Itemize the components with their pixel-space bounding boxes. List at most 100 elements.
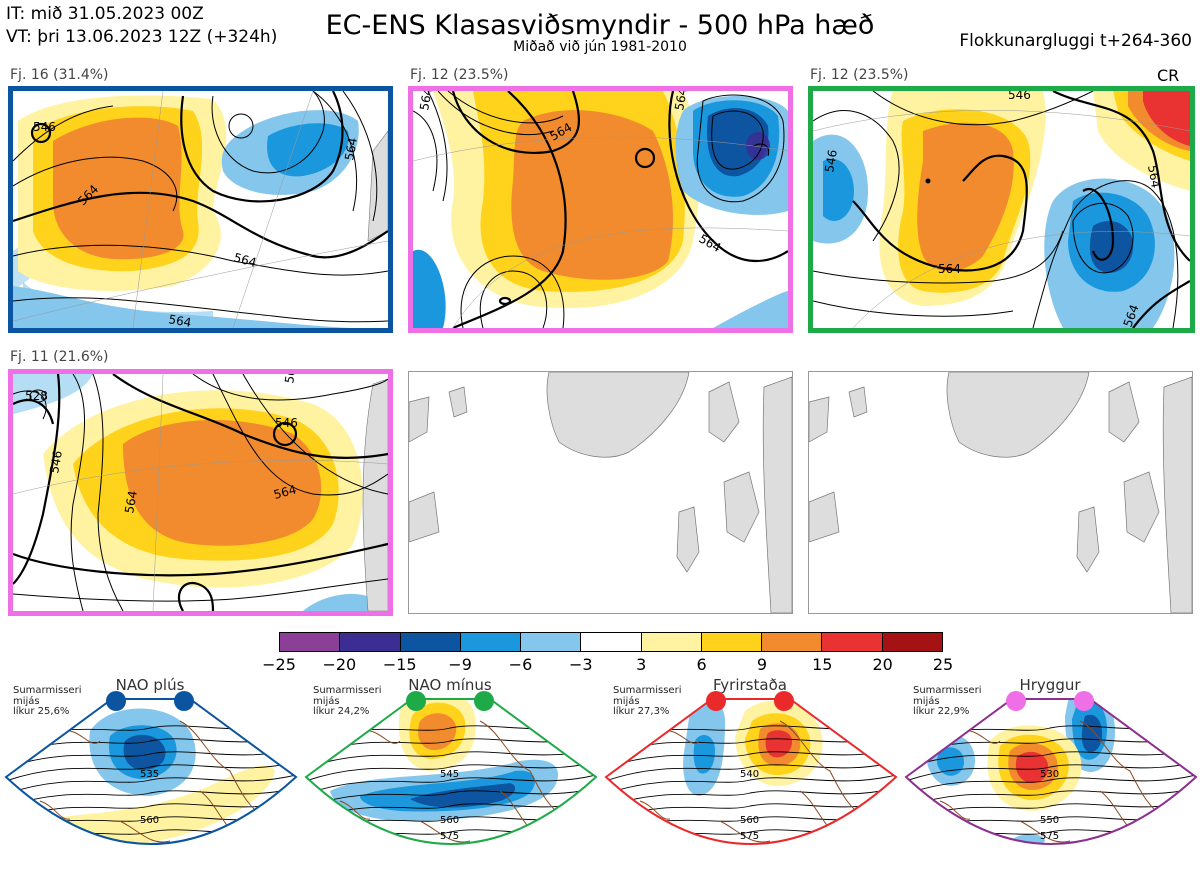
- regime-meta-line: líkur 24,2%: [313, 706, 370, 717]
- regime-map: 530 550 575: [904, 691, 1198, 845]
- p4-contour-label: 546: [275, 416, 298, 430]
- regime-meta-line: líkur 22,9%: [913, 706, 970, 717]
- regime-meta-line: líkur 25,6%: [13, 706, 70, 717]
- regime-meta-line: Sumarmisseri: [313, 685, 382, 696]
- colorbar-tick-label: −25: [262, 655, 296, 674]
- regime-meta-line: Sumarmisseri: [913, 685, 982, 696]
- regime-indicator-dot: [1006, 691, 1026, 711]
- panel-2-label: Fj. 12 (23.5%): [410, 67, 509, 83]
- height-contour: [6, 747, 296, 771]
- colorbar-swatch: [581, 633, 642, 651]
- panel-3-tag: CR: [1157, 66, 1180, 85]
- p4-contour-label: 546: [47, 450, 65, 475]
- page-subtitle: Miðað við jún 1981-2010: [513, 39, 687, 55]
- regime-meta-line: Sumarmisseri: [13, 685, 82, 696]
- colorbar-swatch: [701, 633, 763, 651]
- anomaly-blob: [765, 730, 793, 758]
- colorbar-tick-label: 20: [872, 655, 893, 674]
- p3-contour-label: 546: [1008, 91, 1031, 102]
- anomaly-blob: [1081, 714, 1103, 753]
- regime-meta-line: mijás: [13, 695, 40, 707]
- p4-contour-label: 564: [282, 374, 300, 385]
- p4-contour-label: 528: [25, 389, 48, 403]
- regime-title: NAO plús: [115, 676, 185, 694]
- p2-contour-label: 564: [417, 91, 435, 112]
- regime-title: Fyrirstaða: [713, 676, 787, 694]
- height-contour: [6, 799, 296, 823]
- colorbar-swatch: [340, 633, 401, 651]
- regime-meta: Sumarmisseri mijás líkur 22,9%: [913, 685, 982, 718]
- height-contour: [306, 760, 596, 784]
- height-contour: [306, 786, 596, 810]
- colorbar-tick-label: −20: [322, 655, 357, 674]
- p4-contour-label: 564: [272, 482, 298, 501]
- height-contour: [6, 786, 296, 810]
- regime-contour-label: 560: [740, 815, 759, 826]
- colorbar-swatch: [882, 633, 942, 651]
- regime-meta-line: mijás: [613, 695, 640, 707]
- p3-contour-label: 564: [938, 262, 961, 276]
- colorbar-swatch: [400, 633, 461, 651]
- regime-meta: Sumarmisseri mijás líkur 24,2%: [313, 685, 382, 718]
- regime-outline: [304, 698, 598, 845]
- height-contour: [606, 760, 896, 784]
- coastline: [339, 720, 571, 843]
- regime-contour-label: 560: [140, 815, 159, 826]
- colorbar-swatch: [762, 633, 823, 651]
- colorbar-tick-label: −3: [569, 655, 593, 674]
- height-contour: [906, 760, 1196, 784]
- p3-contour-label: 564: [1145, 164, 1163, 189]
- cluster-map-3: 546 546 564 564 564: [808, 86, 1195, 333]
- empty-map-5: [408, 371, 793, 614]
- regime-meta: Sumarmisseri mijás líkur 27,3%: [613, 685, 681, 718]
- p2-contour-label: 564: [672, 91, 690, 112]
- classification-window: Flokkunargluggi t+264-360: [959, 31, 1192, 51]
- regime-meta-line: líkur 27,3%: [613, 706, 670, 717]
- p3-contour-label: 546: [822, 149, 840, 174]
- colorbar-swatch: [280, 633, 341, 651]
- regime-title: Hryggur: [1019, 676, 1081, 694]
- height-contour: [606, 786, 896, 810]
- regime-indicator-dot: [474, 691, 494, 711]
- panel-3-label: Fj. 12 (23.5%): [810, 67, 909, 83]
- regime-contour-label: 575: [740, 831, 759, 842]
- colorbar-tick-label: 25: [932, 655, 954, 674]
- regime-contour-label: 575: [1040, 831, 1059, 842]
- regime-meta: Sumarmisseri mijás líkur 25,6%: [13, 685, 82, 718]
- panel-4-label: Fj. 11 (21.6%): [10, 349, 109, 365]
- colorbar-swatch: [460, 633, 522, 651]
- regime-contour-label: 575: [440, 831, 459, 842]
- coastline: [639, 720, 871, 843]
- height-contour: [606, 747, 896, 771]
- regime-contour-label: 530: [1040, 769, 1059, 780]
- init-time: IT: mið 31.05.2023 00Z: [6, 4, 204, 24]
- p1-contour-label: 564: [342, 137, 360, 162]
- regime-indicator-dot: [406, 691, 426, 711]
- height-contour: [306, 799, 596, 823]
- regime-title: NAO mínus: [408, 676, 492, 694]
- height-contour: [6, 760, 296, 784]
- height-contour: [306, 773, 596, 797]
- height-contour: [606, 773, 896, 797]
- coastline: [939, 720, 1171, 843]
- colorbar-tick-label: 15: [812, 655, 833, 674]
- regime-contour-label: 545: [440, 769, 459, 780]
- valid-time: VT: þri 13.06.2023 12Z (+324h): [6, 27, 278, 47]
- regime-indicator-dot: [174, 691, 194, 711]
- regime-map: 545 560 575: [304, 691, 598, 845]
- regime-indicator-dot: [106, 691, 126, 711]
- empty-map-6: [808, 371, 1193, 614]
- height-contour: [906, 747, 1196, 771]
- p3-contour-label: 564: [1121, 303, 1142, 328]
- anomaly-blob: [936, 747, 965, 776]
- colorbar-tick-label: 6: [696, 655, 707, 674]
- height-contour: [906, 773, 1196, 797]
- cluster-map-4: 528 546 546 564 564 564: [8, 369, 393, 616]
- cluster-map-1: 546 564 564 564 564: [8, 86, 393, 333]
- cluster-map-2: 564 564 564 564: [408, 86, 793, 333]
- colorbar-swatch: [822, 633, 883, 651]
- colorbar-tick-label: −6: [508, 655, 533, 674]
- regime-map: 535 560: [4, 691, 298, 845]
- regime-contour-label: 550: [1040, 815, 1059, 826]
- p1-contour-label: 564: [232, 250, 258, 269]
